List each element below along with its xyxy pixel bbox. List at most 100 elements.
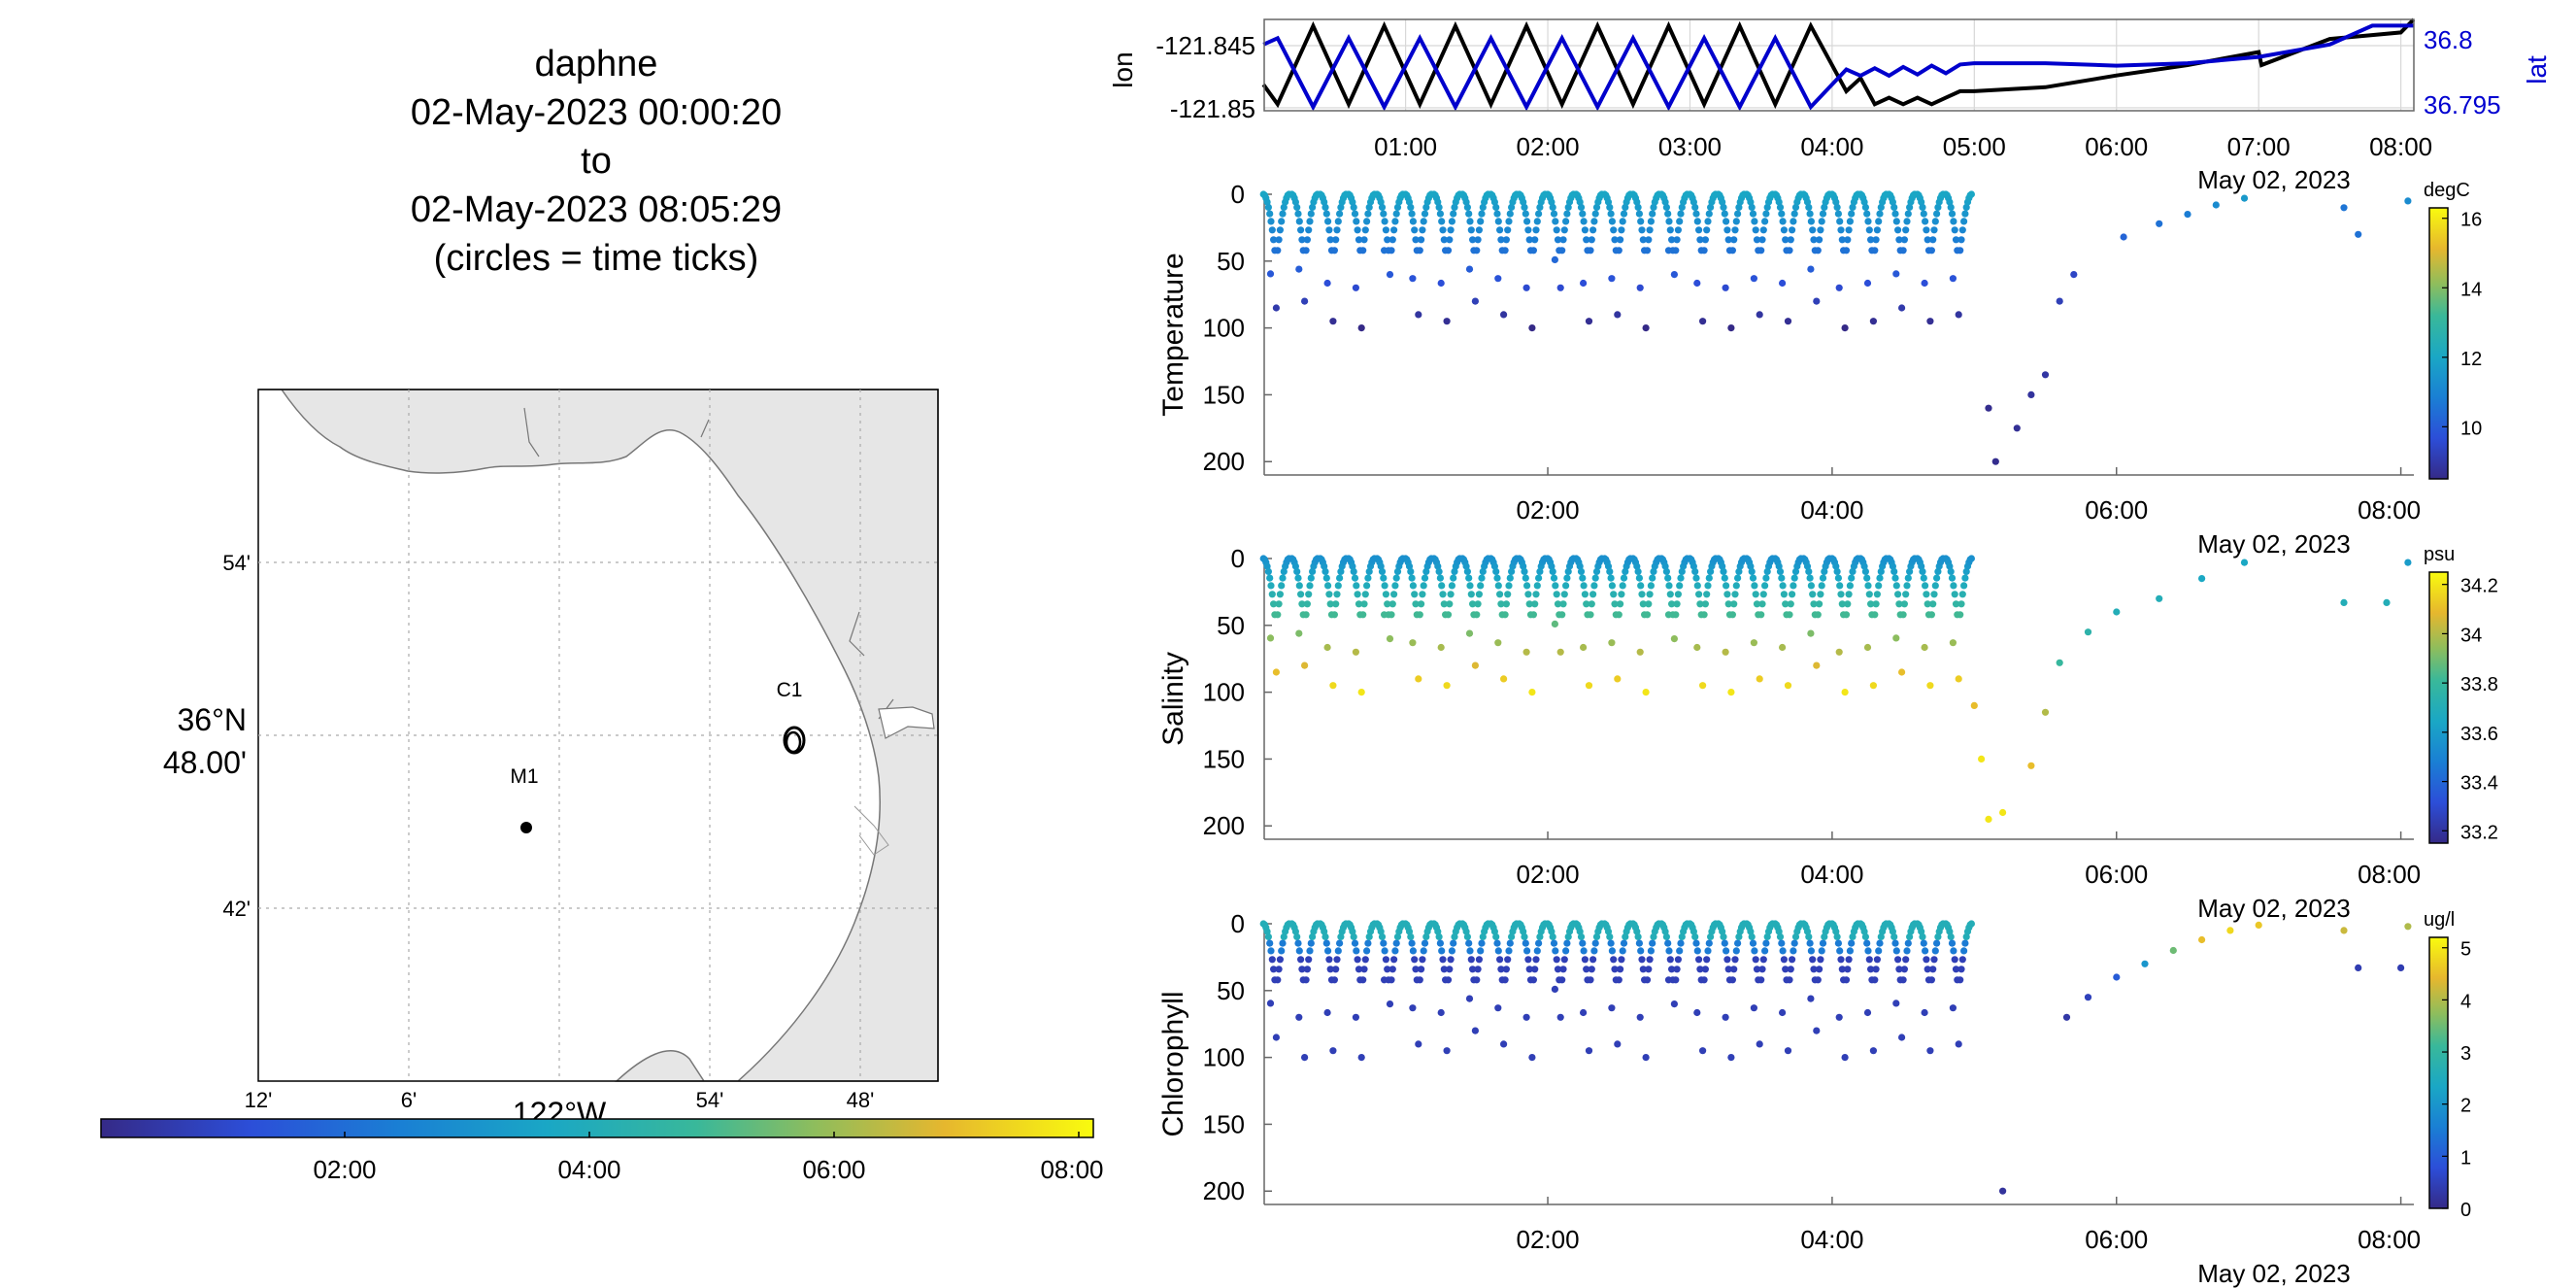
data-point (1332, 966, 1340, 973)
data-point (1844, 600, 1852, 608)
data-point (1270, 236, 1278, 244)
data-point (1617, 236, 1624, 244)
data-point (1678, 567, 1686, 576)
data-point (1665, 218, 1673, 225)
colorbar-tick: 34.2 (2460, 576, 2498, 597)
data-point (1961, 210, 1969, 218)
data-point (1608, 639, 1616, 647)
data-point (1333, 226, 1341, 234)
data-point (1846, 947, 1854, 955)
data-point (1504, 226, 1512, 234)
data-point (1633, 562, 1641, 570)
data-point (1409, 1004, 1417, 1012)
panel-ylabel: Salinity (1157, 652, 1189, 746)
colorbar-tick: 12 (2460, 349, 2482, 370)
data-point (1337, 567, 1345, 576)
data-point (1382, 956, 1389, 964)
data-point (1783, 976, 1790, 984)
data-point (1502, 600, 1510, 608)
data-point (1323, 279, 1331, 288)
data-point (1664, 247, 1673, 254)
data-point (1890, 932, 1898, 941)
map-xtick-6: 6' (401, 1088, 417, 1112)
data-point (1271, 247, 1279, 254)
panel-ytick: 0 (1231, 180, 1245, 209)
data-point (1898, 668, 1906, 676)
data-point (1841, 1054, 1849, 1062)
data-point (1294, 210, 1302, 218)
data-point (1350, 932, 1357, 941)
data-point (1642, 324, 1650, 332)
data-point (1295, 265, 1303, 273)
lonlat-xtick: 03:00 (1658, 132, 1722, 161)
data-point (1589, 226, 1597, 234)
data-point (1291, 198, 1299, 206)
data-point (1674, 226, 1682, 234)
data-point (1833, 203, 1841, 211)
data-point (1521, 567, 1528, 576)
data-point (1762, 574, 1770, 582)
data-point (1638, 591, 1646, 598)
data-point (1496, 226, 1504, 234)
data-point (1639, 236, 1647, 244)
data-point (1592, 567, 1601, 576)
data-point (2340, 204, 2348, 212)
data-point (1849, 932, 1857, 941)
data-point (1730, 600, 1738, 608)
data-point (1297, 956, 1305, 964)
data-point (1636, 284, 1644, 291)
data-point (1762, 939, 1770, 947)
data-point (1790, 582, 1797, 590)
data-point (1955, 1040, 1962, 1048)
data-point (1919, 203, 1926, 211)
map-bay (878, 706, 935, 739)
data-point (1588, 236, 1595, 244)
data-point (1306, 947, 1314, 955)
data-point (1673, 236, 1681, 244)
data-point (1958, 956, 1966, 964)
data-point (1763, 203, 1771, 211)
data-point (1790, 210, 1798, 218)
data-point (1556, 611, 1563, 619)
data-point (1929, 966, 1937, 973)
panel-xtick: 08:00 (2358, 1225, 2421, 1254)
data-point (1819, 939, 1827, 947)
data-point (1520, 198, 1527, 206)
data-point (1494, 275, 1502, 283)
data-point (1898, 304, 1906, 312)
data-point (1819, 210, 1827, 218)
data-point (1840, 247, 1848, 254)
data-point (1906, 203, 1914, 211)
data-point (1562, 218, 1570, 225)
data-point (1451, 203, 1458, 211)
data-point (1494, 1004, 1502, 1012)
data-point (1606, 203, 1614, 211)
data-point (1689, 928, 1697, 935)
data-point (1607, 939, 1615, 947)
data-point (1523, 582, 1531, 590)
data-point (1470, 247, 1478, 254)
data-point (1948, 210, 1957, 218)
data-point (1892, 1000, 1900, 1007)
data-point (1753, 236, 1761, 244)
data-point (1618, 226, 1625, 234)
data-point (1619, 947, 1626, 955)
data-point (1549, 203, 1556, 211)
data-point (2056, 297, 2063, 305)
data-point (1930, 591, 1938, 598)
data-point (1869, 1047, 1877, 1055)
data-point (1267, 582, 1275, 590)
data-point (1837, 956, 1845, 964)
data-point (1391, 582, 1399, 590)
data-point (1787, 600, 1794, 608)
data-point (1532, 591, 1540, 598)
data-point (1393, 567, 1402, 576)
data-point (1691, 567, 1699, 576)
data-point (1438, 947, 1446, 955)
data-point (1276, 591, 1284, 598)
data-point (1407, 203, 1415, 211)
lat-axis-label: lat (2522, 55, 2552, 85)
data-point (1307, 210, 1315, 218)
station-c1-label: C1 (777, 679, 803, 701)
